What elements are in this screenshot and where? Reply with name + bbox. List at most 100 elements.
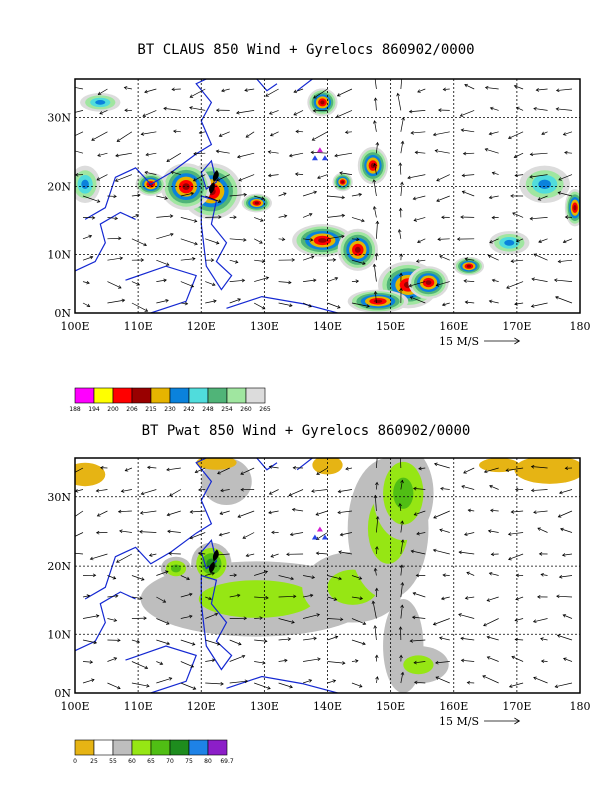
wind-arrow	[515, 596, 524, 600]
wind-arrow	[216, 150, 230, 154]
wind-arrowhead	[243, 192, 248, 197]
wind-arrowhead	[460, 658, 465, 663]
wind-arrowhead	[460, 636, 464, 641]
wind-arrow	[144, 171, 157, 175]
wind-arrow	[413, 217, 426, 221]
wind-arrow	[97, 510, 108, 517]
colorbar-swatch	[131, 739, 152, 756]
wind-arrowhead	[168, 551, 172, 556]
wind-arrow	[338, 551, 353, 555]
coastline	[256, 458, 278, 471]
wind-arrow	[488, 255, 499, 261]
colorbar-label: 230	[164, 406, 176, 413]
wind-arrowhead	[489, 484, 493, 489]
wind-arrow	[351, 302, 370, 307]
wind-arrow	[556, 108, 573, 111]
wind-arrow	[193, 152, 206, 155]
wind-arrowhead	[124, 468, 129, 472]
wind-arrow	[327, 636, 338, 641]
wind-arrowhead	[245, 553, 250, 558]
wind-arrow	[244, 88, 255, 91]
wind-arrow	[514, 302, 524, 305]
wind-arrowhead	[413, 512, 418, 516]
wind-arrow	[351, 280, 359, 282]
wind-arrow	[533, 253, 548, 261]
wind-arrow	[219, 131, 230, 137]
wind-arrow	[167, 510, 181, 516]
wind-arrow	[278, 682, 293, 688]
wind-arrow	[163, 108, 181, 111]
wind-arrowhead	[411, 615, 416, 620]
wind-arrow	[374, 625, 377, 641]
wind-arrowhead	[189, 94, 194, 98]
wind-arrow	[237, 510, 255, 518]
wind-arrow	[156, 259, 170, 266]
wind-arrowhead	[401, 116, 405, 121]
wind-arrow	[254, 217, 264, 222]
wind-arrowhead	[439, 528, 443, 533]
wind-arrow	[540, 574, 548, 576]
wind-arrowhead	[233, 573, 238, 578]
wind-arrow	[107, 299, 125, 304]
scale-label: 15 M/S	[439, 335, 479, 348]
wind-arrowhead	[235, 110, 240, 115]
wind-arrowhead	[334, 153, 338, 158]
wind-arrow	[516, 107, 524, 111]
wind-arrowhead	[556, 634, 561, 638]
wind-arrow	[376, 546, 378, 555]
wind-arrowhead	[165, 262, 170, 266]
wind-arrowhead	[372, 263, 377, 268]
wind-arrow	[171, 171, 181, 175]
wind-arrowhead	[117, 509, 122, 514]
wind-arrow	[351, 682, 363, 688]
wind-arrowhead	[560, 527, 564, 532]
wind-arrow	[487, 596, 499, 602]
wind-arrow	[400, 182, 403, 197]
wind-arrowhead	[415, 573, 420, 578]
wind-arrowhead	[89, 660, 94, 664]
wind-arrow	[351, 618, 366, 625]
wind-arrow	[437, 238, 450, 240]
wind-arrowhead	[413, 218, 418, 222]
wind-arrowhead	[554, 684, 559, 689]
wind-arrow	[131, 639, 140, 643]
wind-arrow	[156, 661, 163, 665]
wind-arrowhead	[464, 596, 469, 600]
wind-arrowhead	[315, 551, 320, 556]
wind-arrowhead	[221, 88, 225, 93]
wind-arrowhead	[144, 170, 148, 175]
wind-arrowhead	[462, 151, 467, 156]
wind-arrowhead	[398, 626, 403, 630]
wind-arrow	[487, 636, 499, 641]
wind-arrowhead	[532, 619, 537, 624]
wind-arrow	[139, 531, 157, 533]
wind-arrow	[536, 88, 548, 91]
wind-arrowhead	[267, 150, 272, 154]
wind-arrow	[99, 110, 108, 115]
wind-arrow	[489, 131, 499, 135]
wind-arrowhead	[166, 512, 171, 517]
wind-arrowhead	[311, 575, 316, 579]
wind-arrowhead	[505, 468, 510, 473]
wind-arrowhead	[86, 594, 91, 598]
wind-arrowhead	[433, 515, 437, 519]
wind-arrowhead	[170, 232, 174, 237]
wind-arrowhead	[396, 92, 400, 97]
wind-arrowhead	[564, 215, 569, 219]
wind-arrowhead	[359, 596, 364, 601]
wind-arrowhead	[432, 548, 437, 553]
wind-arrowhead	[261, 259, 266, 264]
wind-arrow	[351, 639, 366, 645]
wind-arrowhead	[507, 135, 512, 140]
wind-arrow	[221, 88, 230, 92]
wind-arrowhead	[96, 177, 101, 181]
wind-arrow	[460, 637, 475, 641]
wind-arrow	[82, 195, 100, 203]
wind-arrowhead	[513, 154, 518, 159]
wind-arrow	[327, 575, 342, 580]
wind-arrow	[351, 238, 360, 240]
wind-arrow	[533, 108, 548, 111]
wind-arrow	[462, 174, 475, 176]
wind-arrow	[302, 213, 313, 218]
